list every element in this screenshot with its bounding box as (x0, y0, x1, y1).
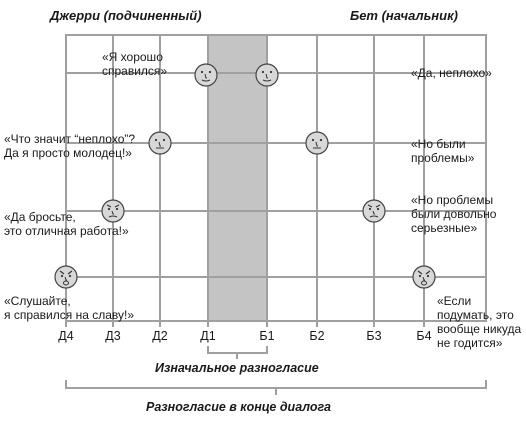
header-jerry: Джерри (подчиненный) (50, 8, 202, 23)
axis-ticks (65, 321, 425, 327)
jerry-quote-4: «Слушайте, я справился на славу!» (4, 294, 135, 322)
axis-label-b4: Б4 (416, 329, 432, 343)
caption-final-disagreement: Разногласие в конце диалога (146, 400, 332, 414)
jerry-quote-2: «Что значит “неплохо”? Да я просто молод… (4, 132, 136, 160)
jerry-face-d2 (148, 131, 172, 155)
initial-disagreement-bracket (207, 346, 268, 359)
beth-quote-2: «Но были проблемы» (411, 137, 475, 165)
final-disagreement-bracket (65, 380, 487, 395)
jerry-quote-1: «Я хорошо справился» (102, 50, 168, 78)
jerry-face-d1 (194, 63, 218, 87)
jerry-quote-3: «Да бросьте, это отличная работа!» (4, 210, 129, 238)
caption-initial-disagreement: Изначальное разногласие (155, 361, 319, 375)
beth-quote-4: «Если подумать, это вообще никуда не год… (437, 294, 522, 350)
axis-label-b3: Б3 (366, 329, 382, 343)
jerry-face-d4 (54, 265, 78, 289)
beth-face-b2 (305, 131, 329, 155)
beth-face-b3 (362, 199, 386, 223)
beth-quote-3: «Но проблемы были довольно серьезные» (411, 193, 497, 235)
header-beth: Бет (начальник) (350, 8, 459, 23)
beth-face-b1 (255, 63, 279, 87)
jerry-face-d3 (101, 199, 125, 223)
beth-quote-1: «Да, неплохо» (411, 66, 492, 80)
axis-label-d1: Д1 (200, 329, 216, 343)
axis-label-d3: Д3 (105, 329, 121, 343)
grid-frame (65, 34, 487, 322)
axis-label-b2: Б2 (309, 329, 325, 343)
axis-label-d2: Д2 (152, 329, 168, 343)
axis-label-b1: Б1 (259, 329, 275, 343)
axis-label-d4: Д4 (58, 329, 74, 343)
initial-disagreement-band (208, 35, 267, 321)
beth-face-b4 (412, 265, 436, 289)
